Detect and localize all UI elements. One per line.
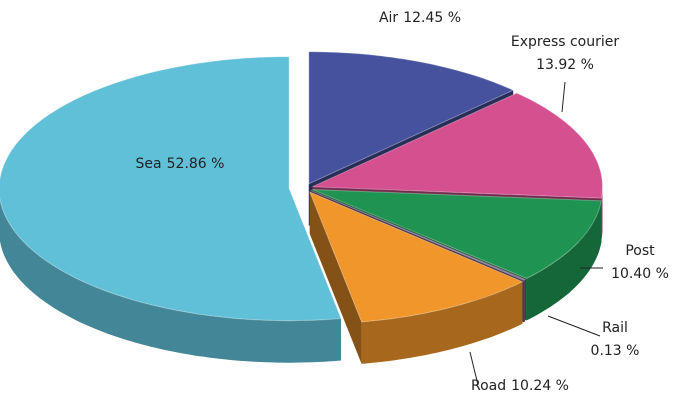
slice-value: 10.24 % (511, 378, 569, 394)
slice-side (361, 281, 523, 364)
leader-line (469, 351, 479, 386)
slice-name: Sea (136, 156, 162, 172)
slice-value: 0.13 % (591, 343, 640, 359)
slice-name: Rail (602, 320, 628, 336)
slice-side-shade (0, 199, 341, 363)
slice (308, 51, 515, 185)
slice-label: Air 12.45 % (379, 10, 461, 26)
slice-name: Post (625, 243, 655, 259)
slice-label: Express courier 13.92 % (511, 34, 620, 73)
slice-side (601, 186, 603, 241)
slice-side (0, 199, 341, 363)
slice-side (526, 200, 602, 321)
slice-label: Post 10.40 % (611, 243, 669, 282)
slice-value: 10.40 % (611, 266, 669, 282)
slice-label: Rail 0.13 % (591, 320, 640, 359)
slice-side-shade (309, 192, 362, 364)
slice (308, 191, 524, 323)
slice-name: Express courier (511, 34, 620, 50)
slice-value: 12.45 % (403, 10, 461, 26)
slice-side-shade (523, 279, 526, 323)
slice-side-shade (526, 200, 602, 321)
slice-value: 52.86 % (167, 156, 225, 172)
slice-name: Air (379, 10, 398, 26)
slice (312, 189, 602, 279)
slice-value: 13.92 % (536, 57, 594, 73)
slice-label: Sea 52.86 % (136, 156, 225, 172)
slice (312, 92, 603, 199)
slice-label: Road 10.24 % (471, 378, 569, 394)
slice-side-shade (361, 281, 523, 364)
leader-line (561, 81, 566, 113)
slice-side (309, 192, 362, 364)
slice-side (523, 279, 526, 323)
slice-side-shade (601, 186, 603, 241)
slice (0, 56, 342, 322)
slice-name: Road (471, 378, 506, 394)
leader-line (547, 315, 601, 337)
slice (310, 190, 527, 281)
